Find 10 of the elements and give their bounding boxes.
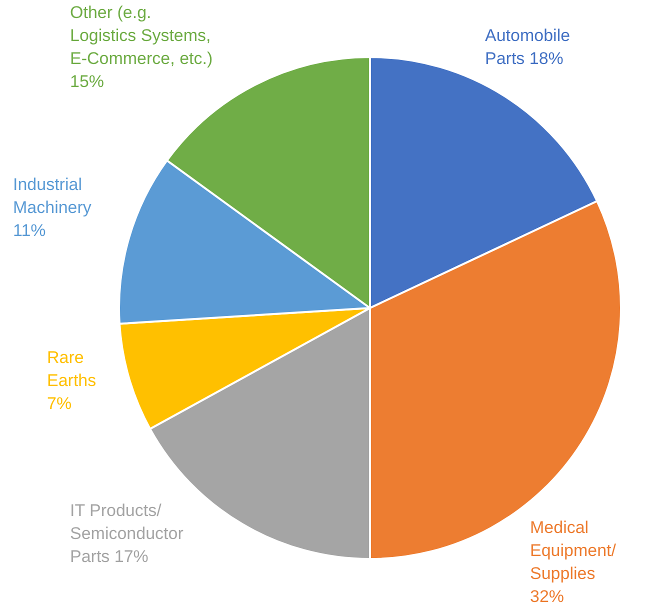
slice-label: IT Products/ Semiconductor Parts 17%	[70, 501, 184, 566]
data-label: 7%	[47, 394, 72, 414]
slice-label: Industrial Machinery	[13, 175, 92, 218]
slice-label: Automobile Parts 18%	[485, 26, 570, 68]
slice-label: Other (e.g. Logistics Systems, E-Commerce, etc.)	[70, 3, 213, 68]
data-label: 32%	[530, 587, 564, 606]
slice-label: Rare Earths	[47, 348, 96, 390]
data-label: 15%	[70, 72, 104, 92]
data-label: 11%	[13, 221, 46, 240]
slice-label: Medical Equipment/ Supplies	[530, 518, 616, 584]
